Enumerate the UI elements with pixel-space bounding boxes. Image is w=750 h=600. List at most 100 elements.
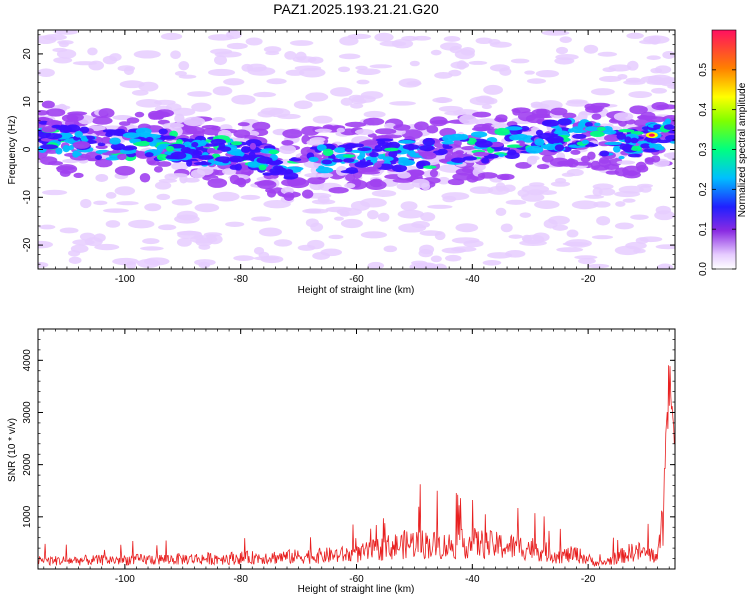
heatmap-cell	[561, 172, 576, 177]
heatmap-cell	[240, 146, 251, 153]
heatmap-cell	[144, 203, 162, 212]
heatmap-cell	[51, 124, 62, 129]
heatmap-cell	[283, 172, 299, 180]
heatmap-cell	[45, 132, 63, 140]
spectrogram-heatmap	[38, 30, 675, 269]
x-tick-label: -80	[233, 274, 248, 285]
heatmap-cell	[314, 128, 332, 133]
heatmap-cell	[406, 81, 422, 86]
heatmap-cell	[605, 170, 620, 175]
heatmap-cell	[374, 32, 394, 42]
y-tick-label: 10	[22, 96, 33, 108]
heatmap-cell	[95, 145, 108, 150]
heatmap-cell	[604, 134, 620, 142]
heatmap-cell	[117, 153, 127, 161]
heatmap-cell	[639, 185, 652, 193]
heatmap-cell	[256, 156, 273, 164]
heatmap-cell	[41, 100, 55, 109]
heatmap-cell	[423, 165, 437, 169]
heatmap-cell	[207, 178, 228, 188]
colorbar-tick-label: 0.0	[698, 262, 709, 276]
heatmap-cell	[491, 123, 511, 129]
heatmap-cell	[624, 136, 632, 144]
heatmap-cell	[430, 255, 442, 263]
heatmap-cell	[396, 182, 415, 191]
x-tick-label: -20	[581, 574, 596, 585]
heatmap-cell	[506, 144, 524, 148]
heatmap-cell	[357, 147, 372, 152]
heatmap-cell	[316, 144, 327, 151]
heatmap-cell	[165, 145, 175, 152]
spectrogram-x-label: Height of straight line (km)	[298, 285, 415, 296]
y-tick-label: 2000	[22, 453, 33, 476]
heatmap-cell	[584, 121, 593, 128]
heatmap-cell	[247, 66, 276, 76]
heatmap-cell	[174, 113, 185, 124]
heatmap-cell	[566, 229, 579, 238]
heatmap-cell	[667, 84, 675, 89]
heatmap-cell	[320, 248, 342, 257]
heatmap-cell	[48, 161, 63, 166]
heatmap-cell	[597, 51, 617, 57]
heatmap-cell	[194, 203, 220, 213]
heatmap-cell	[469, 186, 494, 194]
heatmap-cell	[114, 186, 136, 196]
heatmap-cell	[55, 166, 76, 171]
heatmap-cell	[288, 158, 302, 162]
heatmap-cell	[420, 212, 436, 222]
heatmap-cell	[443, 36, 461, 42]
heatmap-cell	[307, 176, 326, 185]
heatmap-cell	[183, 116, 206, 127]
heatmap-cell	[613, 112, 634, 122]
heatmap-cell	[534, 138, 545, 146]
heatmap-cell	[263, 199, 291, 209]
heatmap-cell	[619, 143, 632, 151]
heatmap-cell	[484, 155, 495, 159]
heatmap-cell	[383, 122, 396, 129]
heatmap-cell	[510, 58, 530, 64]
heatmap-cell	[73, 172, 84, 179]
heatmap-cell	[130, 138, 142, 143]
heatmap-cell	[282, 128, 303, 139]
heatmap-cell	[648, 133, 655, 137]
heatmap-cell	[481, 157, 490, 164]
heatmap-cell	[468, 60, 488, 65]
heatmap-cell	[72, 141, 91, 149]
heatmap-cell	[628, 91, 653, 99]
heatmap-cell	[340, 218, 363, 229]
heatmap-cell	[526, 155, 538, 165]
heatmap-cell	[251, 216, 272, 222]
heatmap-cell	[534, 200, 560, 209]
heatmap-cell	[153, 166, 163, 173]
heatmap-cell	[626, 170, 638, 177]
heatmap-cell	[106, 150, 121, 154]
heatmap-cell	[455, 150, 464, 155]
heatmap-cell	[103, 208, 129, 213]
heatmap-cell	[105, 156, 120, 161]
heatmap-cell	[266, 189, 277, 198]
heatmap-cell	[65, 124, 81, 133]
heatmap-cell	[52, 47, 68, 53]
heatmap-cell	[571, 200, 599, 210]
heatmap-cell	[53, 30, 78, 35]
snr-x-ticks: -100 -80 -60 -40 -20	[43, 329, 670, 585]
heatmap-cell	[158, 128, 168, 135]
heatmap-cell	[654, 65, 672, 74]
heatmap-cell	[359, 151, 366, 159]
heatmap-cell	[207, 68, 236, 77]
heatmap-cell	[536, 118, 544, 125]
heatmap-cell	[191, 141, 199, 148]
heatmap-cell	[281, 139, 294, 146]
heatmap-cell	[427, 204, 453, 209]
heatmap-cell	[336, 127, 345, 133]
heatmap-cell	[344, 147, 353, 153]
heatmap-cell	[356, 79, 370, 85]
heatmap-cell	[87, 47, 98, 56]
heatmap-cell	[615, 201, 626, 207]
heatmap-cell	[330, 87, 353, 97]
snr-y-ticks: 1000 2000 3000 4000	[22, 328, 675, 570]
heatmap-cell	[367, 261, 385, 269]
chart-title: PAZ1.2025.193.21.21.G20	[273, 1, 439, 17]
heatmap-cell	[626, 60, 639, 71]
heatmap-cell	[475, 95, 494, 103]
